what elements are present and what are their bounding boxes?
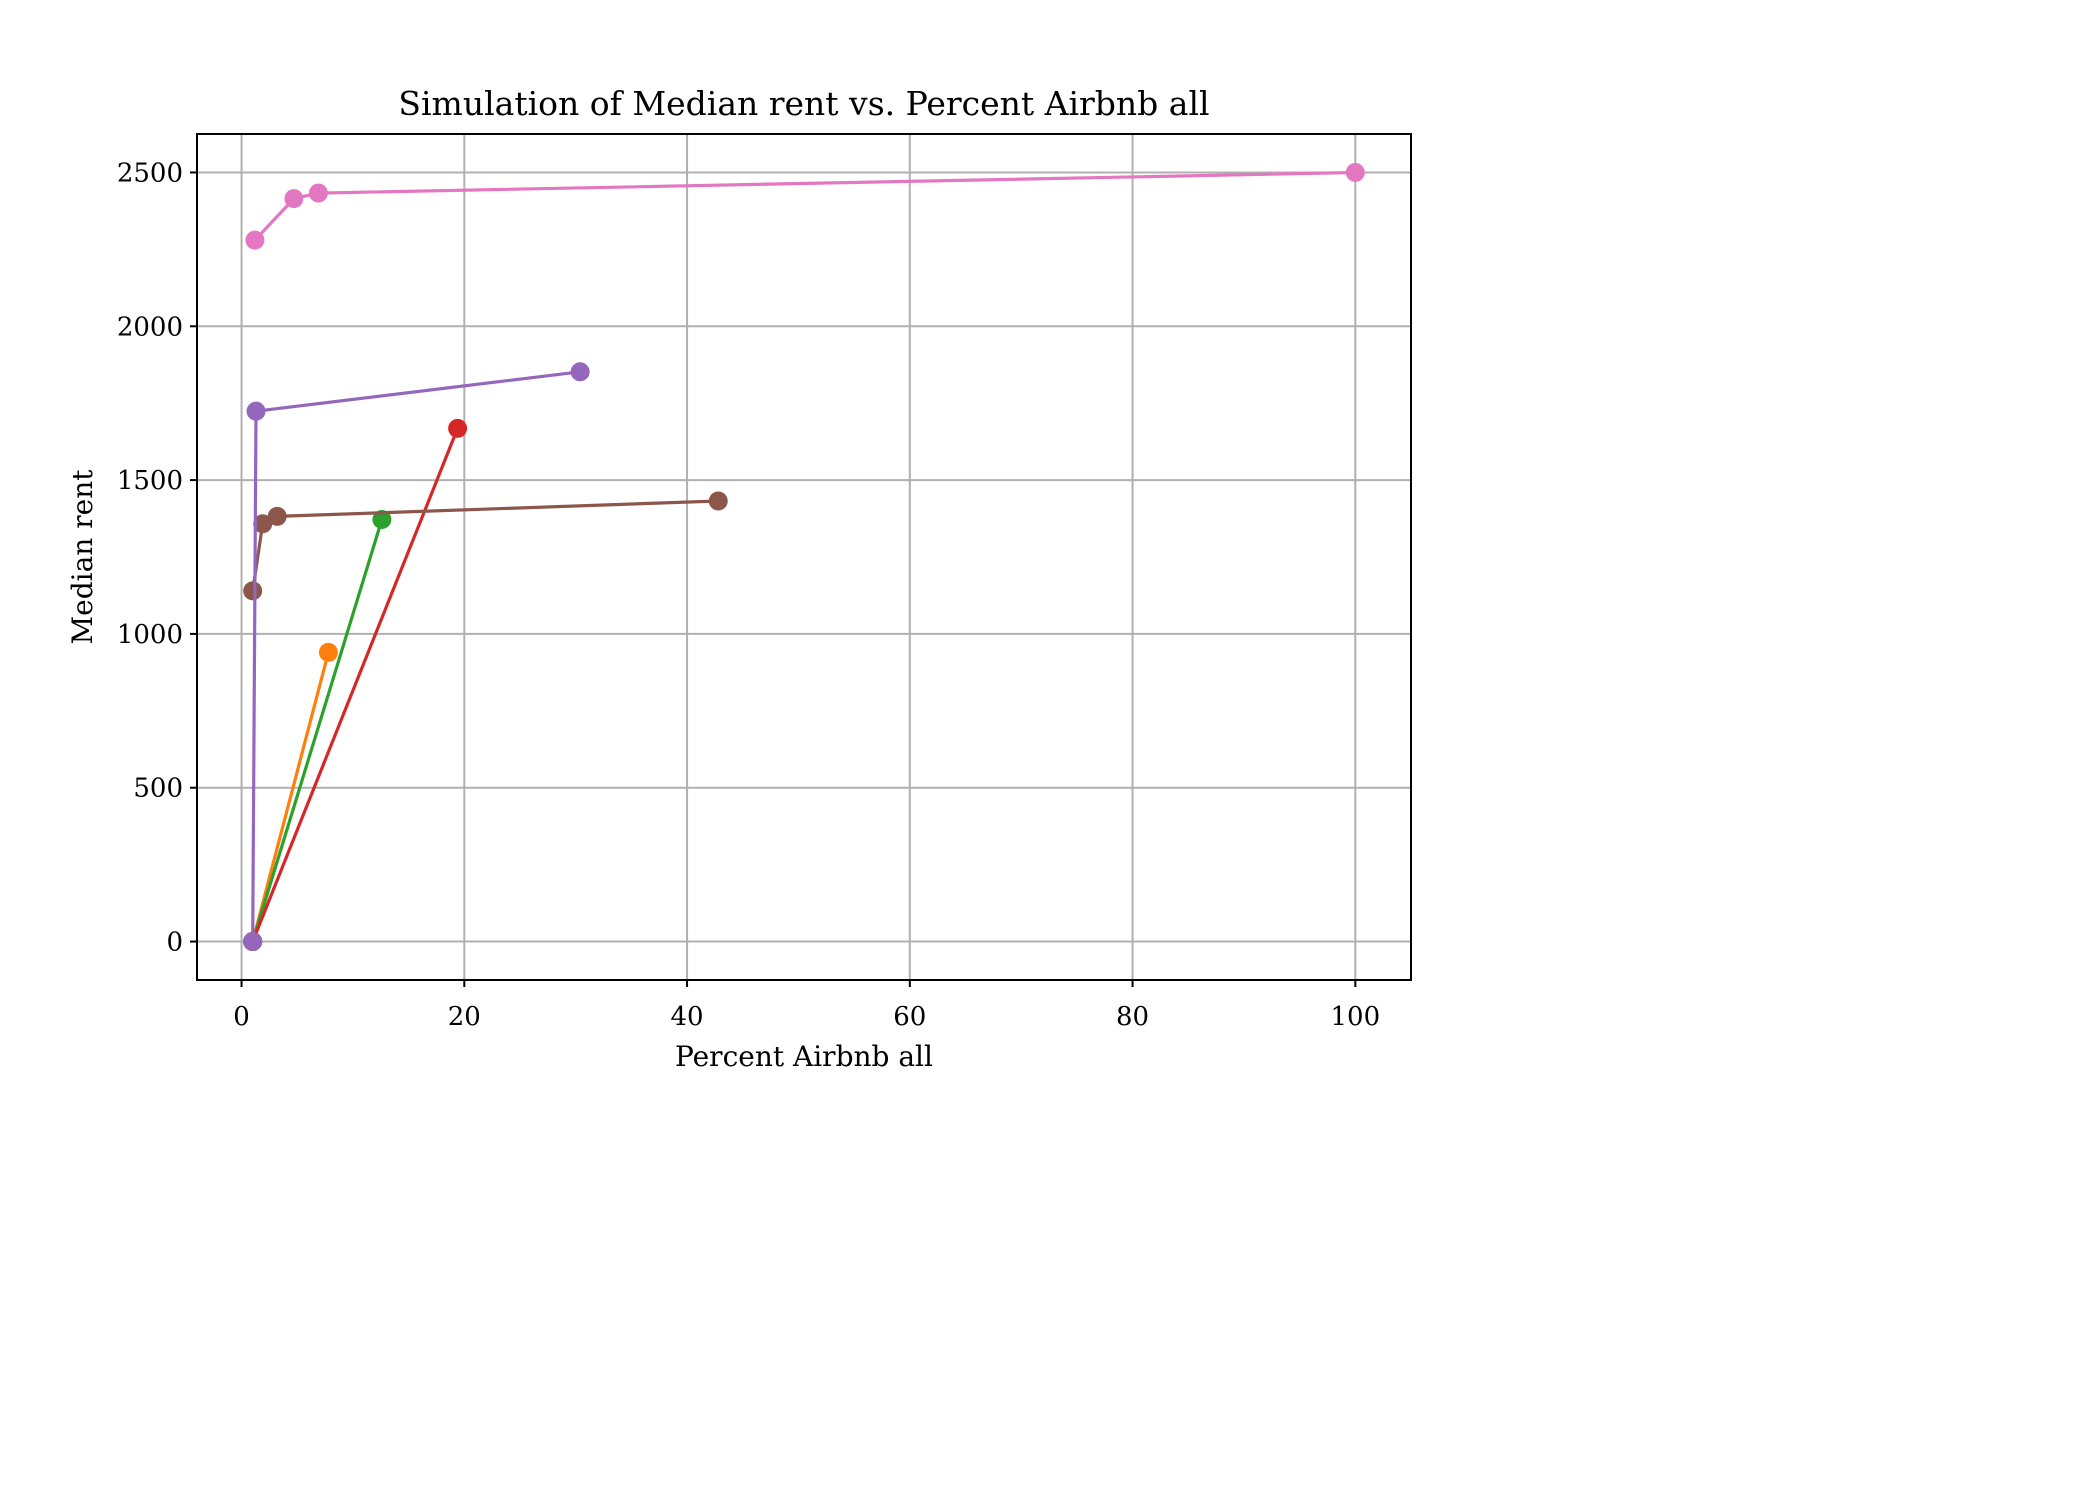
series-line xyxy=(251,517,384,944)
series-line xyxy=(251,370,582,944)
data-point xyxy=(308,183,328,203)
data-point xyxy=(245,230,265,250)
y-tick-label: 2000 xyxy=(117,312,183,342)
y-tick-label: 0 xyxy=(166,928,183,958)
data-point xyxy=(708,491,728,511)
x-tick-label: 60 xyxy=(893,1002,926,1032)
y-tick-label: 500 xyxy=(133,774,183,804)
series-line xyxy=(251,426,460,944)
grid-layer xyxy=(197,134,1411,980)
data-point xyxy=(246,401,266,421)
x-tick-label: 40 xyxy=(671,1002,704,1032)
data-point xyxy=(243,581,263,601)
data-point xyxy=(570,362,590,382)
x-tick-label: 80 xyxy=(1116,1002,1149,1032)
series-3 xyxy=(243,509,392,952)
chart-title: Simulation of Median rent vs. Percent Ai… xyxy=(398,84,1209,123)
x-axis-label: Percent Airbnb all xyxy=(675,1040,933,1073)
y-tick-label: 1000 xyxy=(117,620,183,650)
y-axis-label: Median rent xyxy=(66,469,99,645)
series-layer xyxy=(243,162,1365,952)
series-4 xyxy=(243,418,468,952)
data-point xyxy=(448,418,468,438)
data-point xyxy=(284,189,304,209)
series-line xyxy=(251,499,720,593)
y-tick-label: 2500 xyxy=(117,158,183,188)
series-5 xyxy=(243,491,728,601)
plot-frame xyxy=(196,133,1412,981)
series-6 xyxy=(245,162,1365,250)
series-line xyxy=(251,650,330,944)
x-tick-label: 20 xyxy=(448,1002,481,1032)
y-tick-label: 1500 xyxy=(117,466,183,496)
data-point xyxy=(253,514,273,534)
data-point xyxy=(1345,162,1365,182)
series-2 xyxy=(243,642,338,952)
x-tick-label: 100 xyxy=(1330,1002,1380,1032)
data-point xyxy=(318,642,338,662)
series-7 xyxy=(243,362,590,952)
data-point xyxy=(267,506,287,526)
data-point xyxy=(243,932,263,952)
series-line xyxy=(253,170,1357,242)
data-point xyxy=(372,509,392,529)
x-tick-label: 0 xyxy=(233,1002,250,1032)
